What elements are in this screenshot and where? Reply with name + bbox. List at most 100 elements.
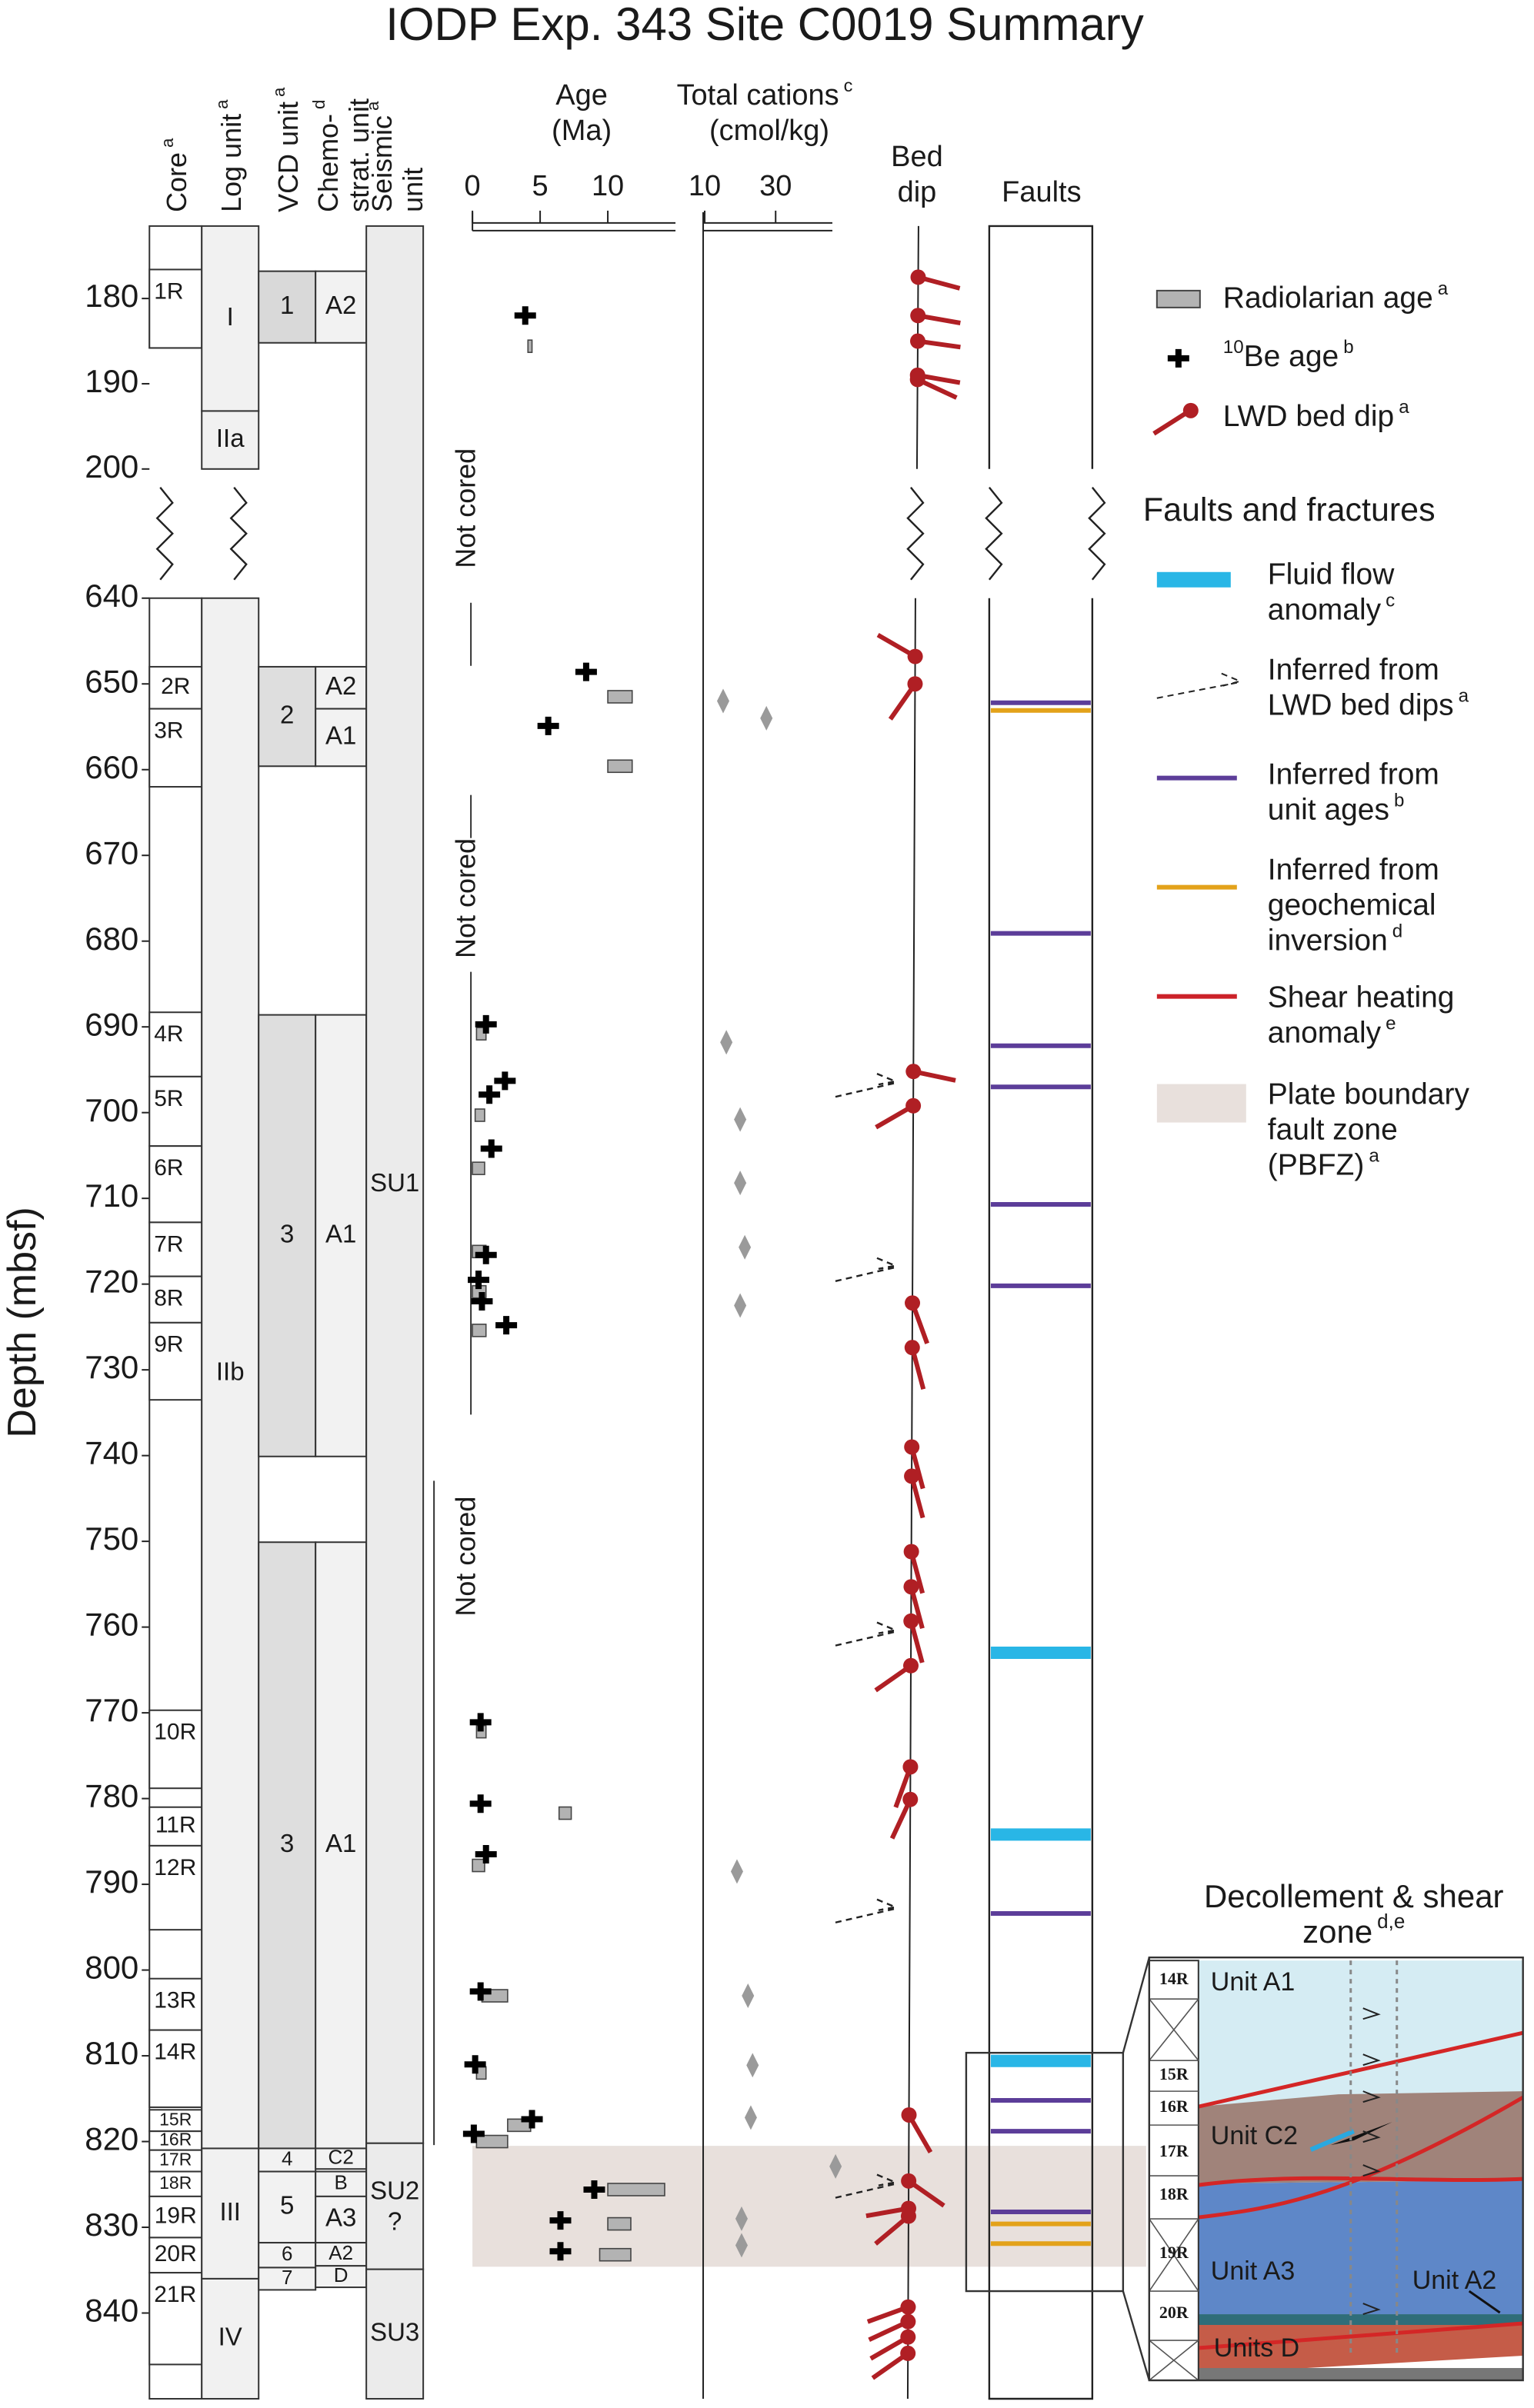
unit-interval (258, 665, 317, 768)
panel-title: dip (898, 176, 937, 208)
y-tick-label: 700 (85, 1092, 138, 1128)
legend-label: Radiolarian age a (1223, 278, 1449, 315)
y-tick-label: 720 (85, 1264, 138, 1300)
unit-label: IV (218, 2323, 242, 2351)
column-header-part: unit (397, 168, 429, 212)
column-header-part: strat. unit (343, 98, 375, 212)
inset-lens (1309, 2129, 1355, 2152)
bed-dip-point (904, 1439, 920, 1455)
unit-label: A1 (325, 1829, 356, 1857)
legend-label-part: LWD bed dips (1268, 689, 1454, 722)
not-cored-label: Not cored (450, 838, 482, 958)
unit-label: I (227, 302, 234, 331)
core-label: 19R (155, 2203, 197, 2229)
unit-interval (148, 268, 203, 349)
unit-interval (315, 270, 368, 344)
x-tick-label: 10 (592, 170, 624, 202)
legend-label-part: inversion (1268, 924, 1388, 958)
inset-guide (1349, 1960, 1399, 2353)
be10-age (468, 1271, 490, 1290)
inset-connector (1122, 1957, 1150, 2381)
core-label: 7R (154, 1231, 183, 1257)
unit-interval (148, 1806, 203, 1847)
column-header: VCD unit a (270, 87, 304, 212)
legend-title: Faults and fractures (1143, 491, 1436, 528)
inset-arrow (1362, 2007, 1381, 2315)
be10-age (469, 1982, 492, 2001)
unit-label: A2 (325, 291, 356, 319)
bed-dip-point (909, 333, 925, 349)
y-tick-label: 640 (85, 578, 138, 614)
panel-title: (cmol/kg) (709, 115, 829, 147)
column-header-part: a (364, 101, 383, 111)
legend-label: anomaly c (1268, 591, 1395, 627)
bed-dip-point (905, 1097, 922, 1114)
legend-label: LWD bed dips a (1268, 686, 1469, 722)
be10-age (479, 1085, 501, 1104)
unit-label: A2 (328, 2241, 353, 2264)
inset-core-label: 20R (1159, 2303, 1189, 2322)
inset-unit-label: Units D (1214, 2333, 1299, 2363)
legend-label-part: (PBFZ) (1268, 1149, 1365, 1182)
be10-age (475, 1014, 497, 1034)
panel-title-part: c (844, 75, 853, 95)
cation-point (734, 1293, 747, 1318)
faults-frame (988, 225, 1094, 2400)
legend-label-part: b (1394, 791, 1404, 811)
unit-interval (315, 2195, 368, 2244)
legend-swatch (1156, 289, 1201, 308)
radiolarian-age (607, 690, 633, 704)
unit-label: A2 (325, 671, 356, 700)
column-header-part: Seismic (366, 115, 398, 212)
column-header-part: a (158, 138, 178, 148)
cation-point (744, 2105, 757, 2130)
unit-interval (148, 708, 203, 788)
inset-art (965, 1956, 1524, 2382)
bed-dip-point (904, 1340, 920, 1356)
core-label: 4R (154, 1021, 183, 1047)
be10-age (494, 1071, 516, 1091)
unit-interval (148, 2272, 203, 2366)
chart-title: IODP Exp. 343 Site C0019 Summary (385, 0, 1144, 50)
unit-interval (315, 1541, 368, 2150)
be10-age (549, 2211, 572, 2230)
inset-layer (1198, 2325, 1523, 2375)
legend-swatch (1156, 571, 1231, 588)
unit-label: 2 (280, 700, 294, 728)
radiolarian-age (472, 1161, 485, 1175)
unit-interval (365, 2268, 425, 2400)
column-header: Core a (158, 138, 192, 212)
legend-label-part: b (1343, 337, 1353, 358)
cation-point (734, 1107, 747, 1132)
bed-dip-point (900, 2345, 916, 2361)
unit-label: IIb (216, 1357, 245, 1385)
bed-dip-point (904, 1468, 920, 1484)
column-header-part: a (213, 99, 232, 109)
legend-label-part: c (1386, 591, 1395, 611)
inset-core-label: 17R (1159, 2141, 1189, 2160)
core-label: 1R (154, 278, 183, 304)
column-header-part: Log unit (215, 114, 247, 212)
y-axis-label: Depth (mbsf) (0, 1207, 45, 1437)
inset-fault (1198, 2030, 1524, 2350)
core-label: 11R (155, 1813, 196, 1838)
inset-unit-label: Unit A2 (1412, 2266, 1497, 2295)
y-tick-label: 740 (85, 1435, 138, 1471)
unit-label: SU2 (370, 2176, 419, 2204)
unit-note: ? (388, 2207, 402, 2235)
column-header: strat. unit (343, 98, 375, 212)
inset-layer (1198, 2180, 1523, 2315)
legend-label-part: geochemical (1268, 889, 1436, 922)
y-tick-label: 190 (85, 363, 138, 399)
core-label: 5R (154, 1086, 183, 1111)
unit-interval (315, 2265, 368, 2289)
unit-label: 7 (282, 2266, 292, 2289)
be10-age (469, 1794, 492, 1813)
column-header-part: a (270, 87, 289, 97)
legend-label: (PBFZ) a (1268, 1145, 1380, 1181)
pbfz-band (472, 2146, 1146, 2267)
legend-label-part: Be age (1244, 340, 1339, 373)
be10-age (575, 662, 597, 681)
unit-label: SU1 (370, 1168, 419, 1197)
